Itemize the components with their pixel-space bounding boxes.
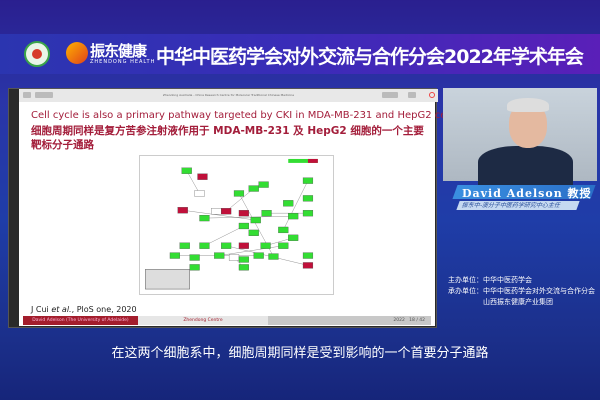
brand-name: 振东健康 ZHENDONG HEALTH: [90, 42, 156, 65]
gene-node: [260, 242, 271, 249]
gene-node: [177, 207, 188, 214]
gene-node: [302, 210, 314, 217]
gene-node: [214, 252, 225, 259]
gene-node: [189, 254, 200, 261]
slide-window: Zhendong Australia - China Research Cent…: [8, 88, 457, 328]
gene-node: [181, 167, 192, 174]
speaker-video: [443, 88, 597, 186]
gene-node: [302, 177, 314, 184]
zoom-select[interactable]: [382, 92, 398, 98]
footer-centre: Zhendong Centre: [183, 318, 223, 323]
pathway-edge: [186, 170, 200, 194]
conference-title: 中华中医药学会对外交流与合作分会2022年学术年会: [156, 46, 584, 68]
speaker-role: 振东中-澳分子中医药学研究中心主任: [456, 201, 580, 210]
gene-node: [179, 242, 190, 249]
cell-cycle-pathway-diagram: [139, 155, 334, 295]
gene-node: [189, 264, 200, 271]
slide-title-zh: 细胞周期同样是复方苦参注射液作用于 MDA-MB-231 及 HepG2 细胞的…: [31, 125, 424, 151]
gene-node: [302, 262, 314, 269]
gene-node: [238, 222, 249, 230]
slide-footer: David Adelson (The University of Adelaid…: [23, 316, 431, 325]
gene-node: [197, 173, 208, 180]
footer-page: 2022 18 / 42: [268, 316, 431, 325]
gene-node: [278, 226, 289, 234]
pathway-edge: [226, 188, 254, 212]
page-field[interactable]: [35, 92, 53, 98]
gene-node: [238, 242, 249, 249]
gene-node: [288, 234, 299, 241]
gene-node: [228, 254, 240, 261]
pathway-edge: [283, 180, 309, 231]
close-icon[interactable]: [429, 92, 435, 98]
gene-node: [302, 252, 314, 259]
speaker-name: David Adelson 教授: [462, 187, 592, 200]
gene-node: [258, 181, 269, 188]
gene-node: [194, 190, 205, 197]
subtitle-caption: 在这两个细胞系中，细胞周期同样是受到影响的一个首要分子通路: [111, 346, 489, 361]
gene-node: [302, 195, 314, 202]
gene-node: [248, 185, 259, 192]
color-legend: [288, 158, 318, 163]
header-banner: [0, 34, 600, 74]
organizers: 主办单位：中华中医药学会 承办单位：中华中医药学会对外交流与合作分会 山西振东健…: [448, 276, 595, 306]
gene-node: [250, 216, 261, 224]
gene-node: [253, 252, 264, 259]
gene-node: [268, 253, 279, 260]
association-logo: [24, 41, 50, 67]
gene-node: [221, 208, 232, 215]
gene-node: [288, 213, 299, 220]
zhendong-logo: [66, 42, 88, 64]
gene-node: [238, 264, 249, 271]
gene-node: [169, 252, 180, 259]
window-title: Zhendong Australia - China Research Cent…: [162, 93, 295, 97]
gene-node: [199, 242, 210, 249]
pathway-edge: [226, 245, 309, 266]
citation: J Cui et al., PloS one, 2020: [31, 305, 137, 314]
gene-node: [238, 210, 249, 217]
gene-node: [211, 208, 222, 215]
search-button[interactable]: [408, 92, 416, 98]
pathway-edge: [219, 245, 284, 256]
gene-node: [221, 242, 232, 249]
pathway-edge: [204, 215, 294, 219]
viewer-toolbar: Zhendong Australia - China Research Cent…: [19, 89, 438, 102]
slide-content: Cell cycle is also a primary pathway tar…: [19, 102, 457, 326]
pathway-edge: [204, 225, 244, 246]
gene-node: [278, 242, 289, 249]
gene-node: [199, 214, 210, 222]
diagram-key-box: [145, 269, 190, 290]
toolbar-button[interactable]: [23, 92, 31, 98]
slide-title-en: Cell cycle is also a primary pathway tar…: [31, 110, 458, 121]
gene-node: [261, 210, 272, 217]
color-legend-up: [307, 158, 318, 163]
gene-node: [248, 229, 259, 236]
gene-node: [283, 200, 294, 207]
gene-node: [238, 256, 249, 263]
pathway-edge: [182, 210, 256, 221]
footer-author: David Adelson (The University of Adelaid…: [23, 316, 138, 325]
gene-node: [233, 190, 245, 197]
